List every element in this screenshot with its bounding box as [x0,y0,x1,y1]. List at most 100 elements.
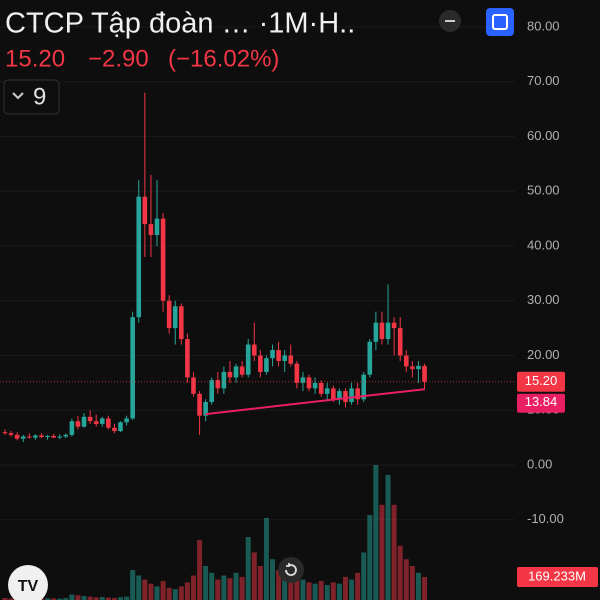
candle-body [27,436,32,438]
volume-bar [57,598,63,600]
candle-body [185,339,190,378]
y-tick-label: 70.00 [527,73,560,88]
candle-body [99,418,105,424]
volume-bar [324,585,330,600]
y-tick-label: 50.00 [527,183,560,198]
candle-body [361,374,367,400]
volume-bar [288,575,294,600]
candle-body [367,341,373,375]
candle-body [385,322,391,340]
volume-bar [172,589,178,600]
volume-bar [355,572,361,600]
candle-body [93,421,99,424]
candle-body [8,433,14,435]
volume-bar [306,582,312,600]
volume-bar [422,576,428,600]
candle-body [87,416,93,422]
volume-bar [276,570,282,600]
symbol-title: CTCP Tập đoàn … ·1M·H.. [5,8,355,40]
candle-body [258,355,263,372]
volume-bar [385,474,391,600]
volume-bar [203,566,209,600]
volume-bar [178,586,184,600]
volume-bar [342,576,348,600]
y-tick-label: 20.00 [527,347,560,362]
volume-bar [245,537,251,600]
volume-bar [330,582,336,600]
volume-bar [379,504,385,600]
y-tick-label: 30.00 [527,292,560,307]
volume-bar [87,596,93,600]
candle-body [276,350,281,361]
candle-body [51,435,56,438]
tv-logo[interactable] [8,565,48,600]
candle-body [410,366,415,370]
volume-bar [367,515,373,600]
candle-body [63,434,69,437]
candle-body [81,416,87,427]
candle-body [397,328,403,356]
volume-label: 169.233M [528,568,586,583]
volume-bar [111,597,117,600]
reset-button[interactable] [278,557,304,583]
volume-bar [227,578,233,600]
y-tick-label: 0.00 [527,456,552,471]
reset-icon [285,563,297,576]
candle-body [209,380,215,403]
trend-line [205,388,425,416]
candle-body [172,306,178,329]
candle-body [148,224,154,236]
volume-bar [373,465,379,600]
candle-body [282,355,287,361]
candle-body [221,371,227,389]
volume-bar [233,572,239,600]
candle-body [422,365,427,382]
volume-bar [197,540,203,600]
candle-body [124,418,129,423]
candle-body [318,382,324,394]
candle-body [154,218,160,236]
volume-bar [349,579,355,600]
candle-body [264,358,269,372]
volume-bar [312,583,318,600]
change: −2.90 [88,45,149,72]
volume-bar [45,598,51,600]
volume-bar [93,597,99,600]
candle-body [136,196,142,318]
candle-body [57,436,63,438]
volume-bar [239,576,245,600]
volume-bar [63,598,69,600]
candle-body [294,363,300,383]
candle-body [379,322,385,340]
volume-bar [148,583,154,600]
volume-bar [105,597,111,600]
volume-bar [221,575,227,600]
indicators-toggle[interactable] [3,79,60,115]
candle-body [191,377,196,394]
volume-bar [118,597,124,600]
indicator-count: 9 [33,83,46,110]
candle-body [215,380,221,389]
candle-body [33,435,38,438]
candle-body [45,435,50,438]
candle-body [306,377,312,389]
candle-body [20,436,26,439]
last-price-label: 15.20 [525,373,558,388]
candle-body [142,196,148,225]
price: 15.20 [5,45,65,72]
candle-body [118,422,123,432]
volume-bar [215,579,221,600]
chevron-icon [12,92,24,100]
volume-bar [166,587,172,600]
candle-body [270,350,275,359]
volume-bar [397,545,403,600]
candle-body [331,388,336,400]
candle-body [106,418,111,428]
candle-body [251,344,257,356]
last-price-badge [517,371,565,392]
y-tick-label: 80.00 [527,18,560,33]
fullscreen-button[interactable] [486,8,514,36]
candle-body [355,388,360,400]
y-tick-label: 60.00 [527,128,560,143]
